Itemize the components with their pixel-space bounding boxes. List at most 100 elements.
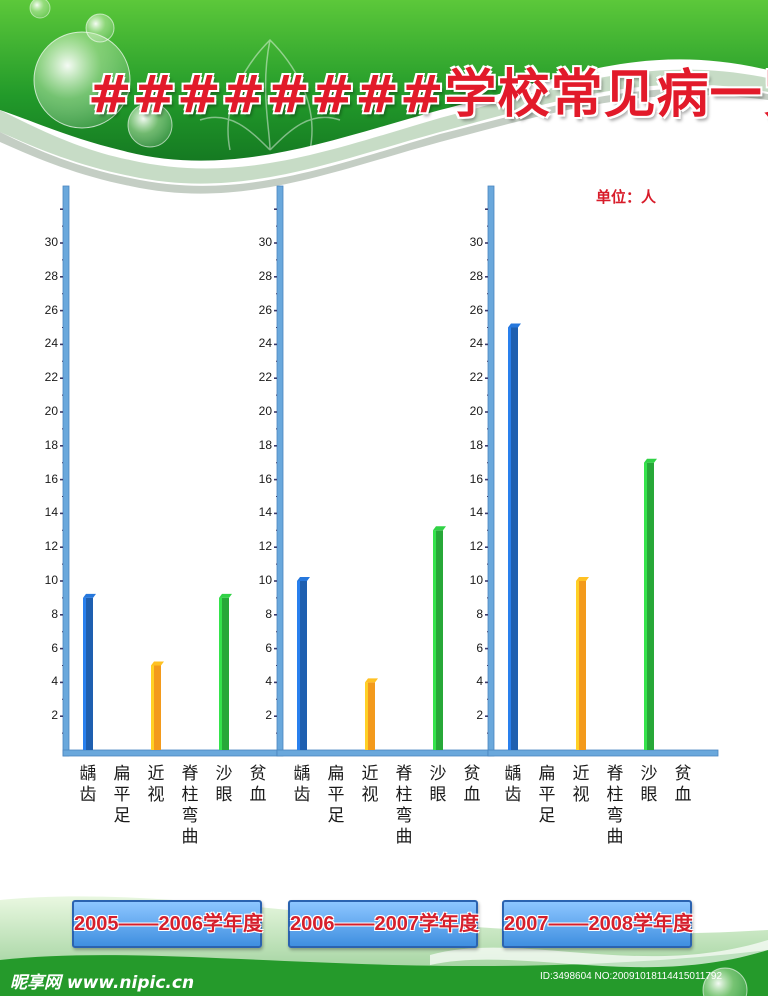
y-tick-label: 10 <box>469 573 483 587</box>
page-title: ########学校常见病一览表 <box>88 65 768 125</box>
bar <box>576 581 586 750</box>
category-label: 脊柱弯曲 <box>181 764 199 847</box>
y-tick-label: 24 <box>258 336 272 351</box>
y-axis <box>487 185 495 757</box>
category-label: 脊柱弯曲 <box>395 764 413 847</box>
y-tick-label: 26 <box>258 302 272 317</box>
y-tick-label: 18 <box>44 437 58 452</box>
bar-top <box>644 458 657 463</box>
y-tick-label: 18 <box>258 437 272 452</box>
bar <box>365 682 375 750</box>
year-label: 2007——2008学年度 <box>504 913 693 935</box>
bar-top <box>297 577 310 581</box>
y-tick-label: 8 <box>51 606 58 621</box>
y-tick-label: 16 <box>469 471 483 486</box>
y-tick-label: 2 <box>476 708 483 723</box>
y-tick-label: 6 <box>51 640 58 655</box>
y-tick-label: 20 <box>258 404 272 418</box>
watermark-id: ID:3498604 NO:20091018114415011792 <box>540 971 723 982</box>
y-tick-label: 12 <box>469 539 483 554</box>
bar-highlight <box>644 462 647 750</box>
bar <box>508 327 518 750</box>
bar-top <box>83 593 96 598</box>
bar-top <box>365 678 378 683</box>
year-label: 2006——2007学年度 <box>290 913 479 935</box>
category-label: 扁平足 <box>327 764 345 826</box>
bar <box>151 665 161 750</box>
y-tick-label: 4 <box>265 674 272 689</box>
bar-top <box>219 593 232 598</box>
category-label: 贫血 <box>249 764 267 805</box>
bar-highlight <box>433 530 436 750</box>
y-tick-label: 28 <box>258 268 272 283</box>
y-tick-label: 8 <box>476 606 483 621</box>
year-box-2005: 2005——2006学年度 <box>72 900 263 948</box>
bar-highlight <box>219 597 222 750</box>
category-label: 扁平足 <box>538 764 556 826</box>
y-tick-label: 22 <box>258 370 272 385</box>
bar-highlight <box>151 665 154 750</box>
y-tick-label: 24 <box>469 336 483 351</box>
y-tick-label: 22 <box>44 370 58 385</box>
y-tick-label: 12 <box>44 539 58 554</box>
bar-highlight <box>83 597 86 750</box>
y-tick-label: 8 <box>265 606 272 621</box>
y-tick-label: 6 <box>476 640 483 655</box>
y-tick-label: 2 <box>265 708 272 723</box>
bar-highlight <box>297 581 300 750</box>
bar-top <box>433 526 446 531</box>
category-label: 龋齿 <box>79 764 97 805</box>
year-label: 2005——2006学年度 <box>74 913 263 935</box>
bar <box>297 581 307 750</box>
x-axis <box>487 749 719 757</box>
x-axis <box>62 749 278 757</box>
bar-highlight <box>365 682 368 750</box>
bar <box>644 462 654 750</box>
bar-top <box>576 577 589 581</box>
watermark-logo: 昵享网 www.nipic.cn <box>10 973 195 993</box>
y-tick-label: 14 <box>258 505 272 520</box>
y-tick-label: 16 <box>258 471 272 486</box>
year-box-2006: 2006——2007学年度 <box>288 900 479 948</box>
y-tick-label: 26 <box>44 302 58 317</box>
category-label: 脊柱弯曲 <box>606 764 624 847</box>
y-axis <box>276 185 284 757</box>
category-label: 沙眼 <box>640 764 658 805</box>
y-tick-label: 18 <box>469 437 483 452</box>
y-tick-label: 30 <box>44 235 58 249</box>
y-tick-label: 22 <box>469 370 483 385</box>
category-label: 贫血 <box>674 764 692 805</box>
category-label: 近视 <box>361 764 379 805</box>
category-label: 扁平足 <box>113 764 131 826</box>
category-label: 龋齿 <box>293 764 311 805</box>
y-tick-label: 10 <box>258 573 272 587</box>
y-tick-label: 14 <box>469 505 483 520</box>
year-box-2007: 2007——2008学年度 <box>502 900 693 948</box>
bar-top <box>508 323 521 328</box>
x-axis <box>276 749 492 757</box>
y-tick-label: 10 <box>44 573 58 587</box>
y-tick-label: 16 <box>44 471 58 486</box>
y-tick-label: 30 <box>258 235 272 249</box>
y-tick-label: 28 <box>469 268 483 283</box>
category-label: 龋齿 <box>504 764 522 805</box>
y-tick-label: 30 <box>469 235 483 249</box>
y-tick-label: 20 <box>44 404 58 418</box>
y-tick-label: 28 <box>44 268 58 283</box>
y-tick-label: 24 <box>44 336 58 351</box>
y-tick-label: 6 <box>265 640 272 655</box>
y-tick-label: 12 <box>258 539 272 554</box>
category-label: 贫血 <box>463 764 481 805</box>
y-tick-label: 26 <box>469 302 483 317</box>
unit-label: 单位：人 <box>596 188 657 206</box>
bar <box>219 597 229 750</box>
bar-highlight <box>508 327 511 750</box>
y-tick-label: 20 <box>469 404 483 418</box>
category-label: 近视 <box>147 764 165 805</box>
bar-highlight <box>576 581 579 750</box>
category-label: 沙眼 <box>429 764 447 805</box>
y-tick-label: 4 <box>51 674 58 689</box>
category-label: 沙眼 <box>215 764 233 805</box>
bar-top <box>151 661 164 666</box>
